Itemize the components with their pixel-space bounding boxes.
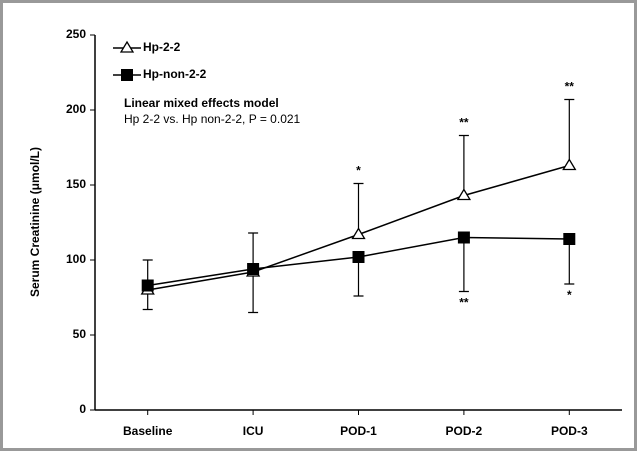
data-point [141,279,154,292]
y-tick-label: 250 [66,27,86,41]
legend-marker [121,69,133,81]
data-point [563,233,576,245]
legend-marker [119,40,135,53]
legend-label: Hp-non-2-2 [143,67,207,81]
significance-label: * [356,164,361,178]
error-bar [353,257,364,297]
legend-label: Hp-2-2 [143,40,181,54]
data-point [562,158,577,171]
x-tick-label: Baseline [123,424,173,438]
y-tick-label: 50 [73,327,87,341]
data-point [247,263,260,275]
significance-label: ** [459,296,469,310]
data-point [352,251,365,263]
y-axis-label: Serum Creatinine (μmol/L) [28,147,42,297]
significance-label: ** [565,80,575,94]
x-tick-label: POD-2 [446,424,483,438]
error-bar [564,98,575,166]
data-point [456,188,472,201]
error-bar [353,182,364,235]
error-bar [458,237,469,293]
error-bar [564,239,575,285]
y-tick-label: 0 [79,402,86,416]
y-tick-label: 100 [66,252,86,266]
y-tick-label: 150 [66,177,86,191]
y-tick-label: 200 [66,102,86,116]
x-tick-label: POD-3 [551,424,588,438]
x-tick-label: ICU [243,424,264,438]
annotation-title: Linear mixed effects model [124,96,279,110]
data-point [351,227,366,240]
error-bar [458,134,469,196]
x-tick-label: POD-1 [340,424,377,438]
significance-label: * [567,288,572,302]
data-point [457,231,470,244]
significance-label: ** [459,116,469,130]
annotation-text: Hp 2-2 vs. Hp non-2-2, P = 0.021 [124,112,301,126]
